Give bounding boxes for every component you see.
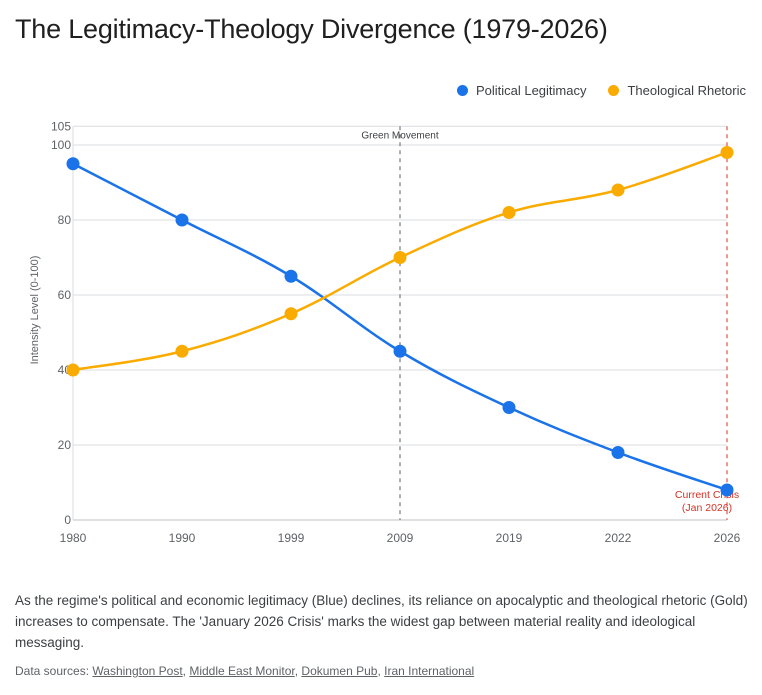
- x-axis-ticks: 1980 1990 1999 2009 2019 2022 2026: [60, 531, 741, 545]
- data-point-theological-rhetoric-2026[interactable]: [720, 146, 734, 159]
- chart-title: The Legitimacy-Theology Divergence (1979…: [15, 14, 608, 44]
- legend-label: Theological Rhetoric: [627, 83, 746, 98]
- x-tick-label-1999: 1999: [278, 531, 305, 545]
- chart-caption: As the regime's political and economic l…: [15, 593, 748, 650]
- data-point-political-legitimacy-1990[interactable]: [175, 213, 189, 227]
- y-tick-label-80: 80: [58, 213, 72, 227]
- source-link-middle-east-monitor[interactable]: Middle East Monitor: [189, 664, 295, 678]
- sources-label: Data sources:: [15, 664, 90, 678]
- chart-legend: Political Legitimacy Theological Rhetori…: [435, 83, 746, 98]
- source-link-iran-international[interactable]: Iran International: [384, 664, 475, 678]
- y-tick-label-0: 0: [64, 513, 71, 527]
- y-tick-label-100: 100: [51, 138, 71, 152]
- data-point-theological-rhetoric-1980[interactable]: [66, 363, 80, 377]
- x-tick-label-2026: 2026: [714, 531, 741, 545]
- x-tick-label-1980: 1980: [60, 531, 87, 545]
- data-point-political-legitimacy-2019[interactable]: [502, 401, 516, 414]
- x-tick-label-1990: 1990: [169, 531, 196, 545]
- x-tick-label-2009: 2009: [387, 531, 414, 545]
- data-point-political-legitimacy-2009[interactable]: [393, 344, 407, 358]
- y-tick-label-60: 60: [58, 288, 72, 302]
- y-axis-label: Intensity Level (0-100): [29, 256, 41, 365]
- data-point-theological-rhetoric-2022[interactable]: [611, 183, 625, 197]
- legend-item-theological-rhetoric[interactable]: Theological Rhetoric: [608, 83, 746, 98]
- legend-swatch-blue: [456, 85, 468, 96]
- data-point-political-legitimacy-1999[interactable]: [284, 269, 298, 283]
- legend-label: Political Legitimacy: [475, 83, 587, 98]
- x-tick-label-2022: 2022: [605, 531, 632, 545]
- legend-item-political-legitimacy[interactable]: Political Legitimacy: [456, 83, 587, 98]
- source-link-dokumen-pub[interactable]: Dokumen Pub: [301, 664, 378, 678]
- data-point-theological-rhetoric-1990[interactable]: [175, 344, 189, 358]
- y-tick-label-20: 20: [58, 438, 72, 452]
- x-tick-label-2019: 2019: [496, 531, 523, 545]
- annotation-label-current-crisis-line-1: (Jan 2026): [682, 502, 732, 514]
- data-point-political-legitimacy-2026[interactable]: [720, 483, 734, 497]
- data-point-theological-rhetoric-2019[interactable]: [502, 206, 516, 219]
- data-sources: Data sources: Washington Post, Middle Ea…: [15, 664, 475, 678]
- data-point-theological-rhetoric-1999[interactable]: [284, 307, 298, 321]
- y-tick-label-105: 105: [51, 119, 71, 133]
- data-point-political-legitimacy-2022[interactable]: [611, 446, 625, 459]
- annotation-label-green-movement: Green Movement: [361, 130, 438, 141]
- data-point-theological-rhetoric-2009[interactable]: [393, 251, 407, 264]
- legend-swatch-gold: [608, 85, 620, 96]
- data-point-political-legitimacy-1980[interactable]: [66, 157, 80, 171]
- series-layer: [66, 146, 734, 497]
- source-link-washington-post[interactable]: Washington Post: [92, 664, 183, 678]
